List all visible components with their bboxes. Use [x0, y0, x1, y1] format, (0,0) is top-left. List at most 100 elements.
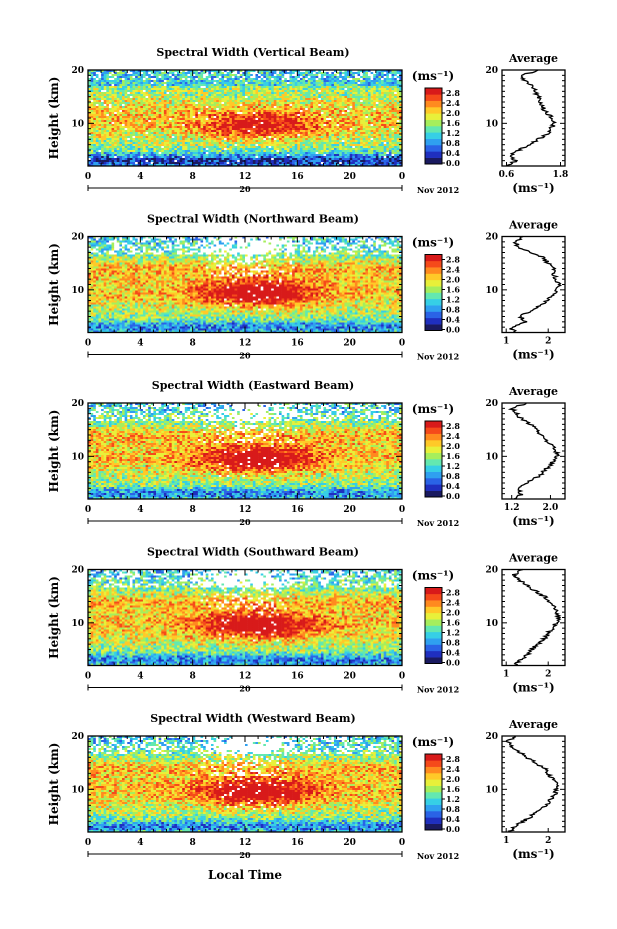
heatmap-cell	[302, 122, 306, 125]
heatmap-cell	[276, 122, 280, 125]
heatmap-cell	[135, 128, 139, 131]
heatmap-cell	[156, 156, 159, 159]
heatmap-cell	[174, 76, 178, 79]
heatmap-cell	[286, 114, 290, 117]
heatmap-cell	[163, 74, 167, 77]
heatmap-cell	[268, 108, 272, 111]
heatmap-cell	[354, 74, 358, 77]
heatmap-cell	[210, 160, 214, 163]
heatmap-cell	[313, 130, 316, 133]
heatmap-cell	[195, 164, 199, 167]
heatmap-cell	[242, 104, 246, 107]
heatmap-cell	[326, 154, 330, 157]
heatmap-cell	[328, 144, 332, 147]
heatmap-cell	[90, 100, 94, 103]
heatmap-cell	[210, 150, 214, 153]
heatmap-cell	[313, 98, 316, 101]
heatmap-cell	[114, 164, 118, 167]
heatmap-cell	[166, 136, 170, 139]
heatmap-cell	[114, 122, 118, 125]
heatmap-cell	[328, 72, 332, 75]
heatmap-cell	[153, 150, 157, 153]
heatmap-cell	[297, 90, 301, 93]
heatmap-cell	[145, 120, 149, 123]
heatmap-cell	[229, 84, 233, 87]
heatmap-cell	[106, 102, 110, 105]
heatmap-cell	[205, 106, 209, 109]
heatmap-cell	[354, 160, 358, 163]
heatmap-cell	[237, 146, 241, 149]
heatmap-cell	[116, 86, 120, 89]
heatmap-cell	[101, 78, 104, 81]
heatmap-cell	[341, 110, 345, 113]
heatmap-cell	[307, 146, 311, 149]
heatmap-cell	[271, 158, 275, 161]
heatmap-cell	[101, 108, 104, 111]
heatmap-cell	[200, 122, 204, 125]
heatmap-cell	[156, 96, 159, 99]
heatmap-cell	[195, 84, 199, 87]
heatmap-cell	[158, 88, 162, 91]
heatmap-cell	[203, 86, 207, 89]
heatmap-cell	[192, 102, 196, 105]
heatmap-cell	[326, 78, 330, 81]
heatmap-cell	[347, 92, 350, 95]
heatmap-cell	[331, 132, 335, 135]
heatmap-cell	[148, 84, 152, 87]
heatmap-cell	[179, 92, 183, 95]
heatmap-cell	[224, 146, 227, 149]
heatmap-cell	[347, 126, 350, 129]
heatmap-cell	[176, 96, 180, 99]
heatmap-cell	[90, 98, 94, 101]
heatmap-cell	[281, 134, 285, 137]
heatmap-cell	[95, 128, 99, 131]
heatmap-cell	[281, 98, 285, 101]
heatmap-cell	[208, 92, 212, 95]
heatmap-cell	[132, 150, 136, 153]
heatmap-cell	[354, 120, 358, 123]
heatmap-cell	[344, 102, 348, 105]
heatmap-cell	[150, 80, 154, 83]
heatmap-cell	[333, 110, 337, 113]
heatmap-cell	[103, 140, 107, 143]
heatmap-cell	[339, 156, 343, 159]
heatmap-cell	[320, 72, 324, 75]
heatmap-cell	[349, 92, 353, 95]
heatmap-cell	[231, 108, 235, 111]
heatmap-cell	[302, 70, 306, 73]
heatmap-cell	[245, 76, 248, 79]
heatmap-cell	[284, 156, 288, 159]
heatmap-cell	[260, 158, 264, 161]
heatmap-cell	[299, 86, 303, 89]
heatmap-cell	[103, 110, 107, 113]
heatmap-cell	[90, 84, 94, 87]
heatmap-cell	[294, 164, 298, 167]
heatmap-cell	[200, 110, 204, 113]
heatmap-cell	[169, 154, 173, 157]
heatmap-cell	[166, 90, 170, 93]
heatmap-cell	[231, 150, 235, 153]
heatmap-cell	[245, 104, 248, 107]
heatmap-cell	[166, 104, 170, 107]
heatmap-cell	[333, 112, 337, 115]
heatmap-cell	[106, 76, 110, 79]
heatmap-cell	[247, 104, 251, 107]
heatmap-cell	[135, 156, 139, 159]
heatmap-cell	[179, 140, 183, 143]
heatmap-cell	[339, 142, 343, 145]
heatmap-cell	[184, 116, 188, 119]
heatmap-cell	[336, 150, 340, 153]
heatmap-cell	[268, 78, 272, 81]
heatmap-cell	[323, 158, 327, 161]
heatmap-cell	[341, 146, 345, 149]
heatmap-cell	[273, 112, 277, 115]
heatmap-cell	[315, 90, 319, 93]
heatmap-cell	[119, 154, 123, 157]
heatmap-cell	[237, 128, 241, 131]
heatmap-cell	[122, 138, 125, 141]
heatmap-cell	[88, 140, 91, 143]
heatmap-cell	[179, 84, 183, 87]
heatmap-cell	[260, 82, 264, 85]
heatmap-cell	[145, 84, 149, 87]
heatmap-cell	[203, 74, 207, 77]
